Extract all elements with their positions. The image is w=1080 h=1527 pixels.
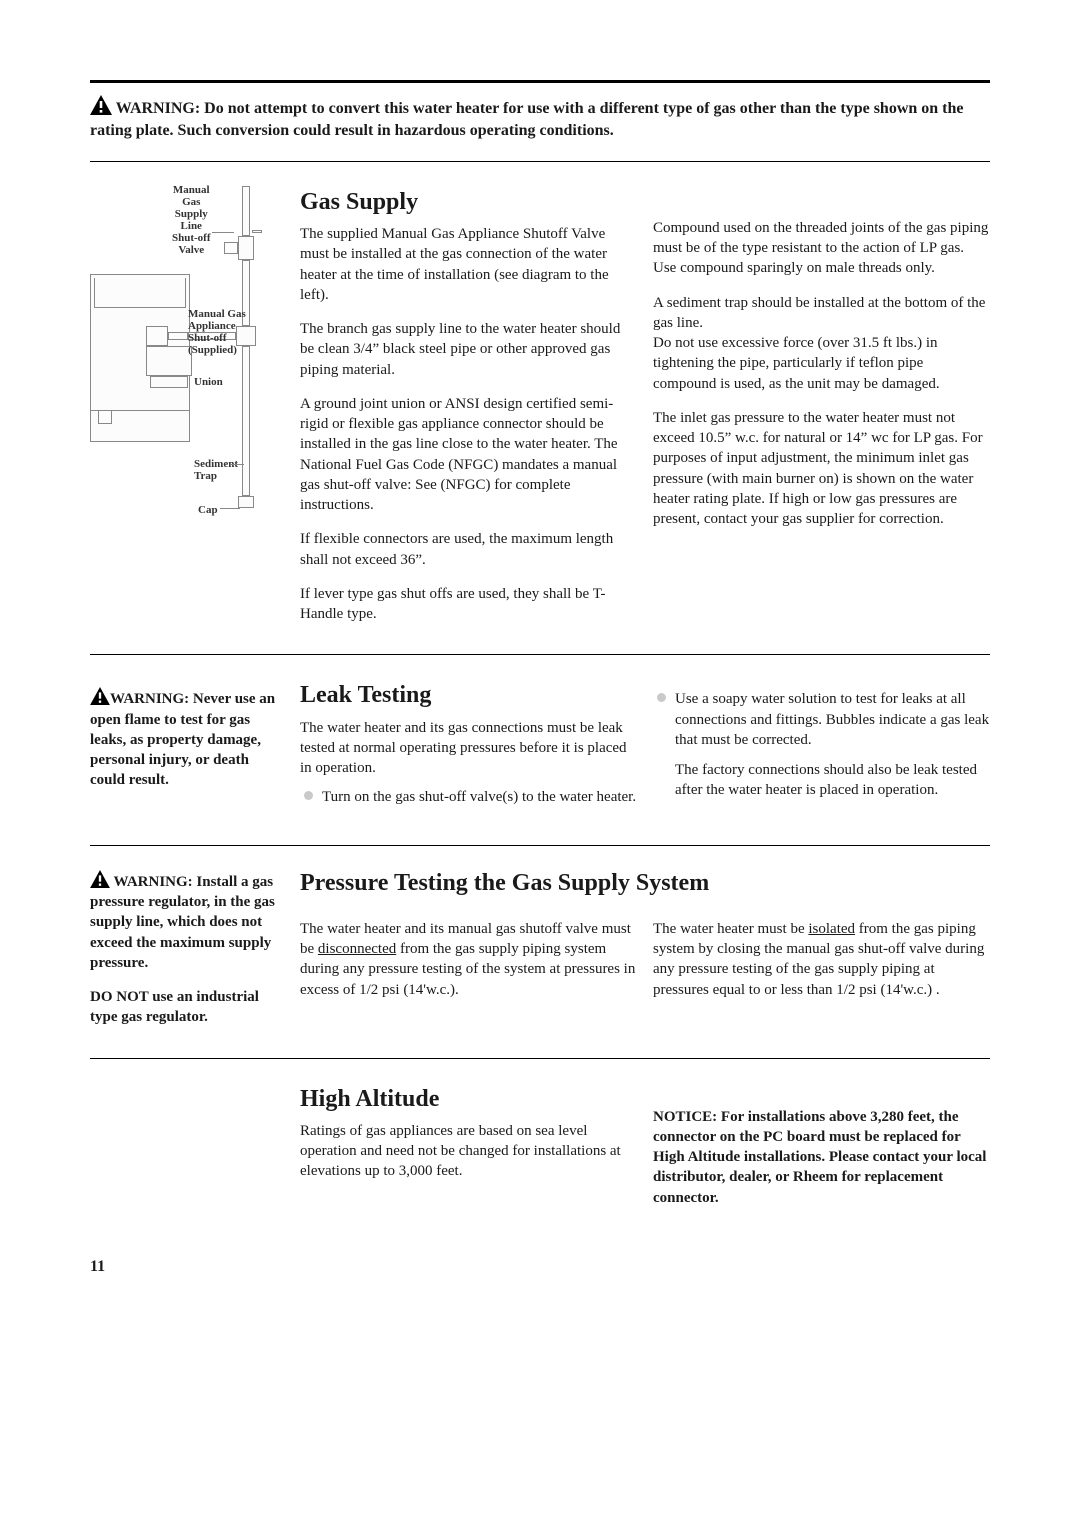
gas-supply-col1: Gas Supply The supplied Manual Gas Appli… [300,186,637,625]
diagram-label-appliance: Manual Gas Appliance Shut-off (Supplied) [188,308,246,356]
pressure-testing-content: Pressure Testing the Gas Supply System T… [300,870,990,1028]
high-altitude-col1: High Altitude Ratings of gas appliances … [300,1083,637,1208]
text: Do not use excessive force (over 31.5 ft… [653,335,940,392]
leak-testing-content: Leak Testing The water heater and its ga… [300,679,990,814]
warning-banner: WARNING: Do not attempt to convert this … [90,89,990,161]
high-altitude-section: High Altitude Ratings of gas appliances … [90,1059,990,1238]
text: A sediment trap should be installed at t… [653,295,985,331]
warning-text: DO NOT use an industrial type gas regula… [90,987,284,1028]
diagram-label-sediment: Sediment Trap [194,458,238,482]
high-altitude-content: High Altitude Ratings of gas appliances … [300,1083,990,1208]
leak-testing-heading: Leak Testing [300,679,637,711]
warning-text: WARNING: Never use an open flame to test… [90,691,275,788]
pressure-testing-col2: The water heater must be isolated from t… [653,919,990,1000]
paragraph: A sediment trap should be installed at t… [653,293,990,394]
paragraph: The water heater and its manual gas shut… [300,919,637,1000]
diagram-label-supply: Manual Gas Supply Line Shut-off Valve [172,184,211,257]
underlined-text: disconnected [318,941,396,957]
bullet-text: Use a soapy water solution to test for l… [675,691,989,748]
pressure-testing-section: WARNING: Install a gas pressure regulato… [90,846,990,1058]
pressure-testing-heading: Pressure Testing the Gas Supply System [300,870,990,897]
divider [90,80,990,83]
paragraph: If flexible connectors are used, the max… [300,529,637,570]
gas-supply-section: Manual Gas Supply Line Shut-off Valve Ma… [90,162,990,655]
paragraph: Compound used on the threaded joints of … [653,218,990,279]
paragraph: A ground joint union or ANSI design cert… [300,394,637,516]
paragraph: The supplied Manual Gas Appliance Shutof… [300,224,637,305]
gas-supply-content: Gas Supply The supplied Manual Gas Appli… [300,186,990,625]
list-item-continuation: The factory connections should also be l… [653,760,990,801]
warning-banner-text: WARNING: Do not attempt to convert this … [90,100,964,139]
gas-supply-diagram: Manual Gas Supply Line Shut-off Valve Ma… [90,186,280,556]
paragraph: The water heater must be isolated from t… [653,919,990,1000]
text: The water heater must be [653,921,808,937]
list-item: Turn on the gas shut-off valve(s) to the… [300,787,637,807]
leak-testing-col1: Leak Testing The water heater and its ga… [300,679,637,814]
warning-icon [90,687,110,705]
high-altitude-col2: NOTICE: For installations above 3,280 fe… [653,1083,990,1208]
gas-supply-heading: Gas Supply [300,186,637,218]
gas-supply-col2: Compound used on the threaded joints of … [653,186,990,625]
warning-icon [90,95,112,115]
underlined-text: isolated [808,921,855,937]
paragraph: If lever type gas shut offs are used, th… [300,584,637,625]
paragraph: The inlet gas pressure to the water heat… [653,408,990,530]
high-altitude-sidebar [90,1083,300,1208]
leak-testing-col2: Use a soapy water solution to test for l… [653,679,990,814]
pressure-testing-col1: The water heater and its manual gas shut… [300,919,637,1000]
list-item: Use a soapy water solution to test for l… [653,689,990,750]
paragraph: Ratings of gas appliances are based on s… [300,1121,637,1182]
leak-testing-sidebar: WARNING: Never use an open flame to test… [90,679,300,814]
gas-supply-sidebar: Manual Gas Supply Line Shut-off Valve Ma… [90,186,300,625]
diagram-label-cap: Cap [198,504,218,516]
paragraph: The water heater and its gas connections… [300,718,637,779]
bullet-text: Turn on the gas shut-off valve(s) to the… [322,789,636,805]
notice-text: NOTICE: For installations above 3,280 fe… [653,1107,990,1208]
pressure-testing-sidebar: WARNING: Install a gas pressure regulato… [90,870,300,1028]
warning-icon [90,870,110,888]
text: The factory connections should also be l… [675,762,977,798]
warning-text: WARNING: Install a gas pressure regulato… [90,874,275,971]
leak-testing-section: WARNING: Never use an open flame to test… [90,655,990,844]
page-number: 11 [90,1258,990,1276]
paragraph: The branch gas supply line to the water … [300,319,637,380]
high-altitude-heading: High Altitude [300,1083,637,1115]
diagram-label-union: Union [194,376,223,388]
